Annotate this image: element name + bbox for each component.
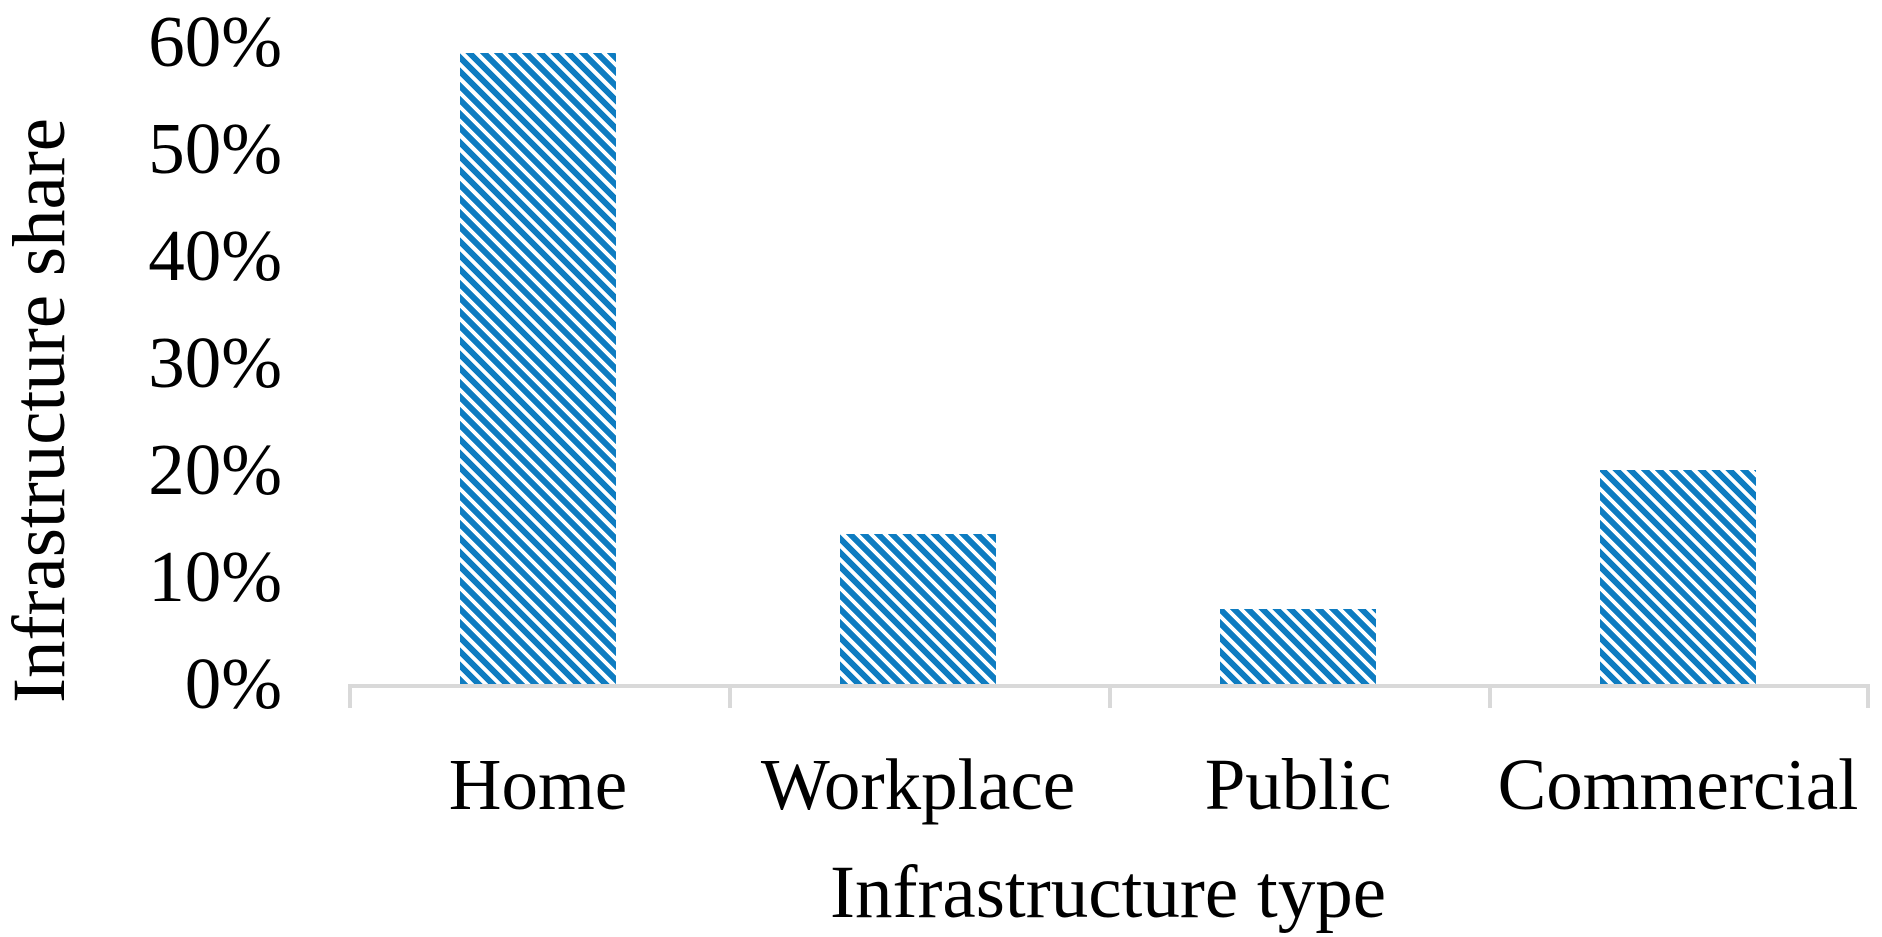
x-axis-title: Infrastructure type bbox=[830, 851, 1386, 934]
bar-workplace bbox=[840, 534, 996, 684]
y-tick-label-50: 50% bbox=[148, 108, 282, 189]
x-label-home: Home bbox=[448, 744, 628, 825]
y-tick-label-20: 20% bbox=[148, 429, 282, 510]
x-axis-tick bbox=[1488, 684, 1492, 708]
x-label-commercial: Commercial bbox=[1497, 744, 1859, 825]
y-tick-label-10: 10% bbox=[148, 536, 282, 617]
y-tick-label-60: 60% bbox=[148, 1, 282, 82]
bar-public bbox=[1220, 609, 1376, 684]
y-tick-label-30: 30% bbox=[148, 322, 282, 403]
x-axis-tick bbox=[1108, 684, 1112, 708]
x-axis-tick bbox=[728, 684, 732, 708]
x-axis-tick bbox=[1866, 684, 1870, 708]
x-label-public: Public bbox=[1204, 744, 1392, 825]
y-tick-label-40: 40% bbox=[148, 215, 282, 296]
y-tick-label-0: 0% bbox=[184, 643, 282, 724]
bar-home bbox=[460, 53, 616, 684]
x-axis-tick bbox=[348, 684, 352, 708]
x-label-workplace: Workplace bbox=[760, 744, 1076, 825]
bar-commercial bbox=[1600, 470, 1756, 684]
